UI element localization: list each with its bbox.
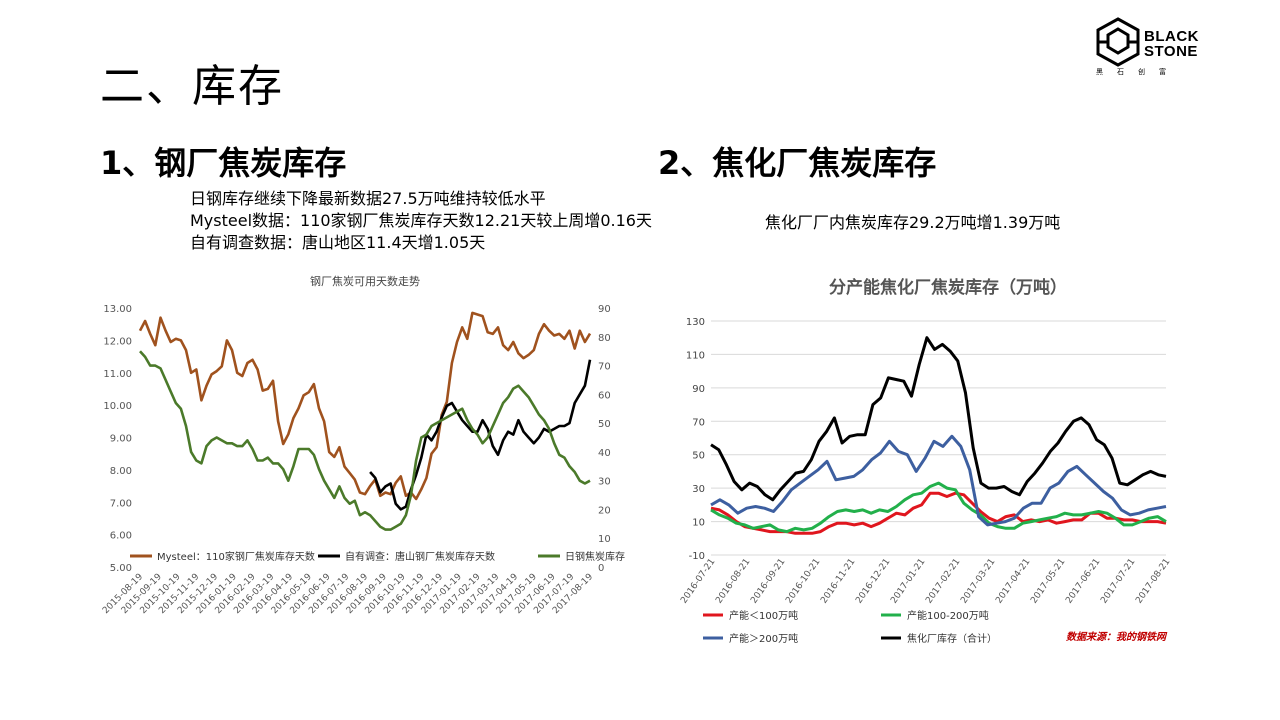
legend-label: 日钢焦炭库存	[565, 550, 625, 563]
x-tick-label: 2017-03-21	[959, 557, 997, 606]
chart-title: 钢厂焦炭可用天数走势	[310, 275, 420, 288]
y-tick-label: 30	[692, 484, 705, 495]
y-left-tick-label: 10.00	[103, 401, 132, 412]
legend-label: 产能＜100万吨	[729, 609, 798, 622]
legend-label: 产能＞200万吨	[729, 632, 798, 645]
x-tick-label: 2016-10-21	[784, 557, 822, 606]
y-right-tick-label: 20	[598, 505, 611, 516]
blackstone-logo: BLACK STONE 黑石创富	[1092, 17, 1212, 79]
legend-label: Mysteel：110家钢厂焦炭库存天数	[157, 550, 315, 563]
logo-line2: STONE	[1144, 43, 1198, 60]
x-tick-label: 2017-02-21	[924, 557, 962, 606]
legend-label: 焦化厂库存（合计）	[907, 632, 997, 645]
series-line	[710, 336, 1167, 502]
steel-mill-coke-days-chart: 钢厂焦炭可用天数走势 5.00 6.00 7.00 8.00 9.00 10.00 11.00…	[101, 275, 625, 616]
source-note: 数据来源：我的钢铁网	[1066, 632, 1166, 643]
y-right-tick-label: 0	[598, 563, 604, 574]
x-tick-label: 2017-06-21	[1064, 557, 1102, 606]
series-line	[139, 350, 591, 531]
y-tick-label: 50	[692, 451, 705, 462]
y-right-tick-label: 50	[598, 419, 611, 430]
x-tick-label: 2016-11-21	[819, 557, 857, 606]
note-line: 自有调查数据：唐山地区11.4天增1.05天	[190, 233, 486, 252]
x-tick-label: 2016-08-21	[714, 557, 752, 606]
y-right-tick-label: 90	[598, 304, 611, 315]
x-tick-label: 2016-12-21	[854, 557, 892, 606]
y-right-tick-label: 40	[598, 448, 611, 459]
y-tick-label: -10	[689, 551, 705, 562]
chart-title: 分产能焦化厂焦炭库存（万吨）	[829, 277, 1067, 298]
y-tick-label: 130	[686, 317, 705, 328]
y-left-tick-label: 6.00	[110, 531, 132, 542]
x-tick-label: 2017-04-21	[994, 557, 1032, 606]
y-right-tick-label: 70	[598, 362, 611, 373]
y-left-tick-label: 13.00	[103, 304, 132, 315]
series-line	[138, 311, 592, 501]
coking-plant-inventory-chart: 分产能焦化厂焦炭库存（万吨） 130 110 90 70 50 30 10 -102016-07…	[679, 277, 1172, 645]
y-left-tick-label: 9.00	[110, 434, 132, 445]
x-tick-label: 2016-09-21	[749, 557, 787, 606]
y-tick-label: 10	[692, 518, 705, 529]
note-line: 日钢库存继续下降最新数据27.5万吨维持较低水平	[190, 189, 546, 208]
y-left-tick-label: 8.00	[110, 466, 132, 477]
y-left-tick-label: 5.00	[110, 563, 132, 574]
x-tick-label: 2017-07-21	[1099, 557, 1137, 606]
y-right-tick-label: 30	[598, 477, 611, 488]
x-tick-label: 2017-05-21	[1029, 557, 1067, 606]
section2-title: 2、焦化厂焦炭库存	[658, 144, 937, 182]
legend-label: 自有调查：唐山钢厂焦炭库存天数	[345, 550, 495, 563]
logo-chinese: 黑石创富	[1096, 68, 1180, 76]
series-line	[710, 434, 1167, 527]
x-tick-label: 2017-08-21	[1134, 557, 1172, 606]
y-right-tick-label: 60	[598, 390, 611, 401]
logo-line1: BLACK	[1144, 28, 1199, 45]
x-tick-label: 2017-01-21	[889, 557, 927, 606]
y-right-tick-label: 80	[598, 333, 611, 344]
y-left-tick-label: 7.00	[110, 498, 132, 509]
y-left-tick-label: 11.00	[103, 369, 132, 380]
y-tick-label: 110	[686, 350, 705, 361]
section2-note: 焦化厂厂内焦炭库存29.2万吨增1.39万吨	[765, 213, 1061, 232]
note-line: Mysteel数据：110家钢厂焦炭库存天数12.21天较上周增0.16天	[190, 211, 652, 230]
series-line	[369, 359, 592, 511]
y-right-tick-label: 10	[598, 534, 611, 545]
y-tick-label: 90	[692, 384, 705, 395]
x-tick-label: 2016-07-21	[679, 557, 717, 606]
page-title: 二、库存	[100, 61, 284, 112]
series-line	[710, 491, 1167, 535]
legend-label: 产能100-200万吨	[907, 609, 989, 622]
section1-notes: 日钢库存继续下降最新数据27.5万吨维持较低水平 Mysteel数据：110家钢…	[190, 188, 652, 254]
hexagon-logo-icon	[1096, 17, 1140, 67]
section1-title: 1、钢厂焦炭库存	[100, 144, 347, 182]
y-tick-label: 70	[692, 417, 705, 428]
series-line	[710, 481, 1167, 534]
y-left-tick-label: 12.00	[103, 336, 132, 347]
